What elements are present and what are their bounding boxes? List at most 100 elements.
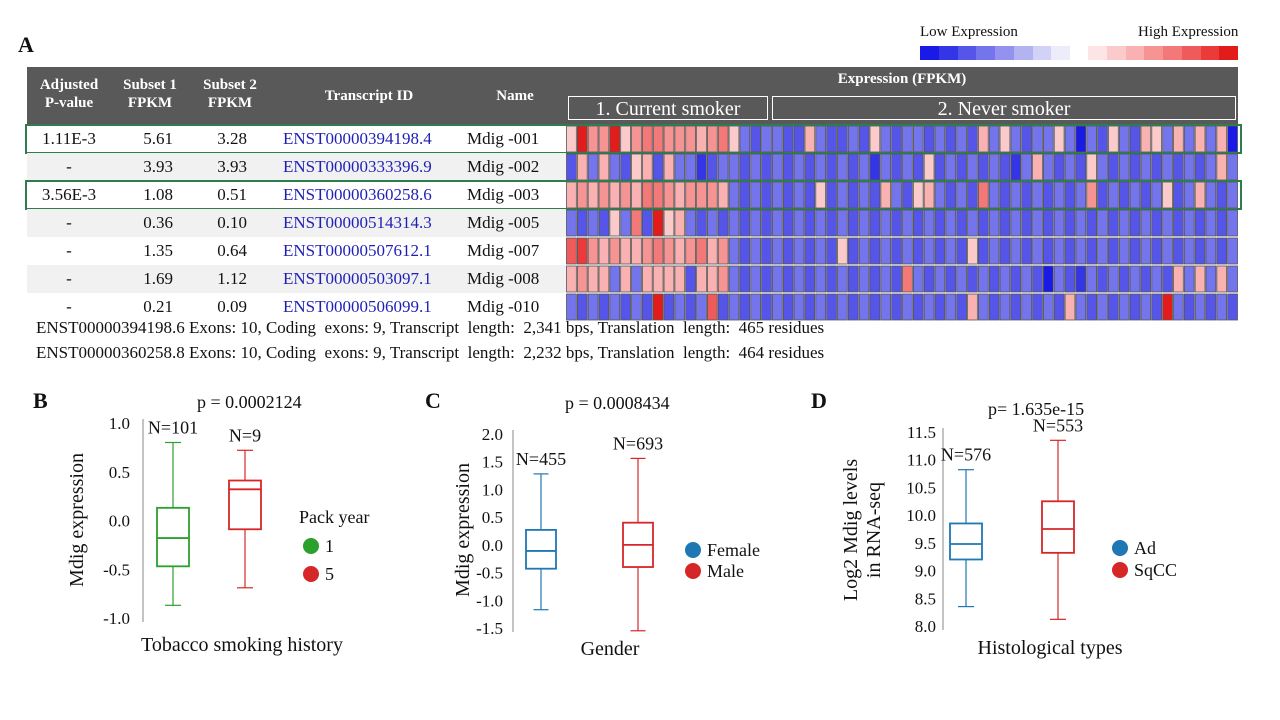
panel-b-legend-title: Pack year [299,507,369,527]
panel-c-ytick-label: 2.0 [482,425,503,444]
heatmap-cell [956,293,967,321]
heatmap-cell [566,237,577,265]
subset1-cell: 0.36 [143,213,173,232]
subset1-cell: 1.69 [143,269,173,288]
heatmap-cell [1162,265,1173,293]
panel-d-ytick-label: 11.0 [907,451,936,470]
heatmap-cell [837,265,848,293]
heatmap-cell [587,265,599,293]
heatmap-cell [739,237,751,265]
header-pvalue-line2: P-value [44,95,94,111]
panel-d-ylabel-line2: in RNA-seq [863,482,885,578]
panel-b-label: B [33,388,48,413]
legend-high-swatch [1219,46,1238,60]
transcript-id-cell[interactable]: ENST00000503097.1 [283,269,432,288]
transcript-id-cell[interactable]: ENST00000506099.1 [283,297,432,316]
legend-high-gradient [1088,46,1238,60]
heatmap-cell [1118,237,1130,265]
heatmap-cell [566,293,577,321]
heatmap-cell [999,237,1011,265]
heatmap-cell [1053,293,1065,321]
heatmap-cell [761,293,772,321]
heatmap-cell [837,209,848,237]
transcript-id-cell[interactable]: ENST00000507612.1 [283,241,432,260]
header-pvalue: Adjusted P-value [27,76,111,112]
heatmap-cell [782,265,794,293]
subset1-cell: 1.08 [143,185,173,204]
heatmap-cell [566,153,577,181]
heatmap-cell [739,153,751,181]
heatmap-cell [880,265,892,293]
heatmap-cell [880,293,892,321]
heatmap-cell [999,153,1011,181]
transcript-info-2: ENST00000360258.8 Exons: 10, Coding exon… [36,343,825,362]
heatmap-cell [750,209,761,237]
pvalue-cell: - [66,213,72,232]
heatmap-cell [977,209,989,237]
heatmap-cell [609,293,621,321]
heatmap-cell [1053,153,1065,181]
heatmap-cell [728,293,740,321]
panel-b-box [156,506,190,568]
heatmap-cell [837,237,848,265]
header-name: Name [496,88,534,104]
heatmap-cell [641,209,653,237]
pvalue-cell: - [66,269,72,288]
heatmap-cell [1173,265,1184,293]
row-info: - 0.36 0.10 ENST00000514314.3 Mdig -005 [27,209,566,237]
heatmap-cell [793,209,805,237]
heatmap-cell [706,209,718,237]
heatmap-cell [609,237,621,265]
heatmap-cell [631,237,642,265]
panel-b-ytick-label: 0.0 [109,512,130,531]
heatmap-cell [641,153,653,181]
highlight-box [25,180,1242,210]
heatmap-cell [1194,153,1206,181]
heatmap-cell [706,237,718,265]
heatmap-row [566,293,1238,321]
heatmap-cell [1086,209,1098,237]
transcript-id-cell[interactable]: ENST00000394198.4 [283,129,432,148]
heatmap-cell [967,293,978,321]
heatmap-row [566,181,1238,209]
heatmap-cell [782,153,794,181]
heatmap-cell [1075,265,1087,293]
header-pvalue-line1: Adjusted [39,77,99,93]
panel-d-n-label: N=553 [1033,415,1083,435]
heatmap-cell [826,237,837,265]
heatmap-cell [685,293,696,321]
table-row: - 0.21 0.09 ENST00000506099.1 Mdig -010 [27,293,1238,321]
heatmap-cell [1194,237,1206,265]
heatmap-cell [620,209,631,237]
heatmap-cell [1140,209,1152,237]
heatmap-cell [1053,265,1065,293]
heatmap-cell [1064,237,1076,265]
heatmap-cell [1173,293,1184,321]
heatmap-cell [761,153,772,181]
transcript-id-cell[interactable]: ENST00000360258.6 [283,185,432,204]
heatmap-cell [1118,265,1130,293]
table-row: - 0.36 0.10 ENST00000514314.3 Mdig -005 [27,209,1238,237]
panel-d-n-label: N=576 [941,445,991,465]
heatmap-cell [1151,265,1163,293]
heatmap-cell [1129,209,1141,237]
heatmap-cell [858,153,870,181]
heatmap-cell [945,237,957,265]
heatmap-cell [847,237,859,265]
transcript-id-cell[interactable]: ENST00000514314.3 [283,213,432,232]
highlight-box [25,124,1242,154]
heatmap-cell [956,209,967,237]
heatmap-cell [1042,293,1054,321]
heatmap-cell [988,265,1000,293]
heatmap-cell [739,265,751,293]
heatmap-cell [923,153,935,181]
heatmap-cell [1205,237,1217,265]
transcript-id-cell[interactable]: ENST00000333396.9 [283,157,432,176]
subset1-cell: 3.93 [143,157,173,176]
heatmap-cell [1183,293,1195,321]
panel-b-ytick-label: 1.0 [109,414,130,433]
heatmap-cell [793,265,805,293]
group-never-smoker: 2. Never smoker [772,96,1236,120]
heatmap-cell [761,237,772,265]
